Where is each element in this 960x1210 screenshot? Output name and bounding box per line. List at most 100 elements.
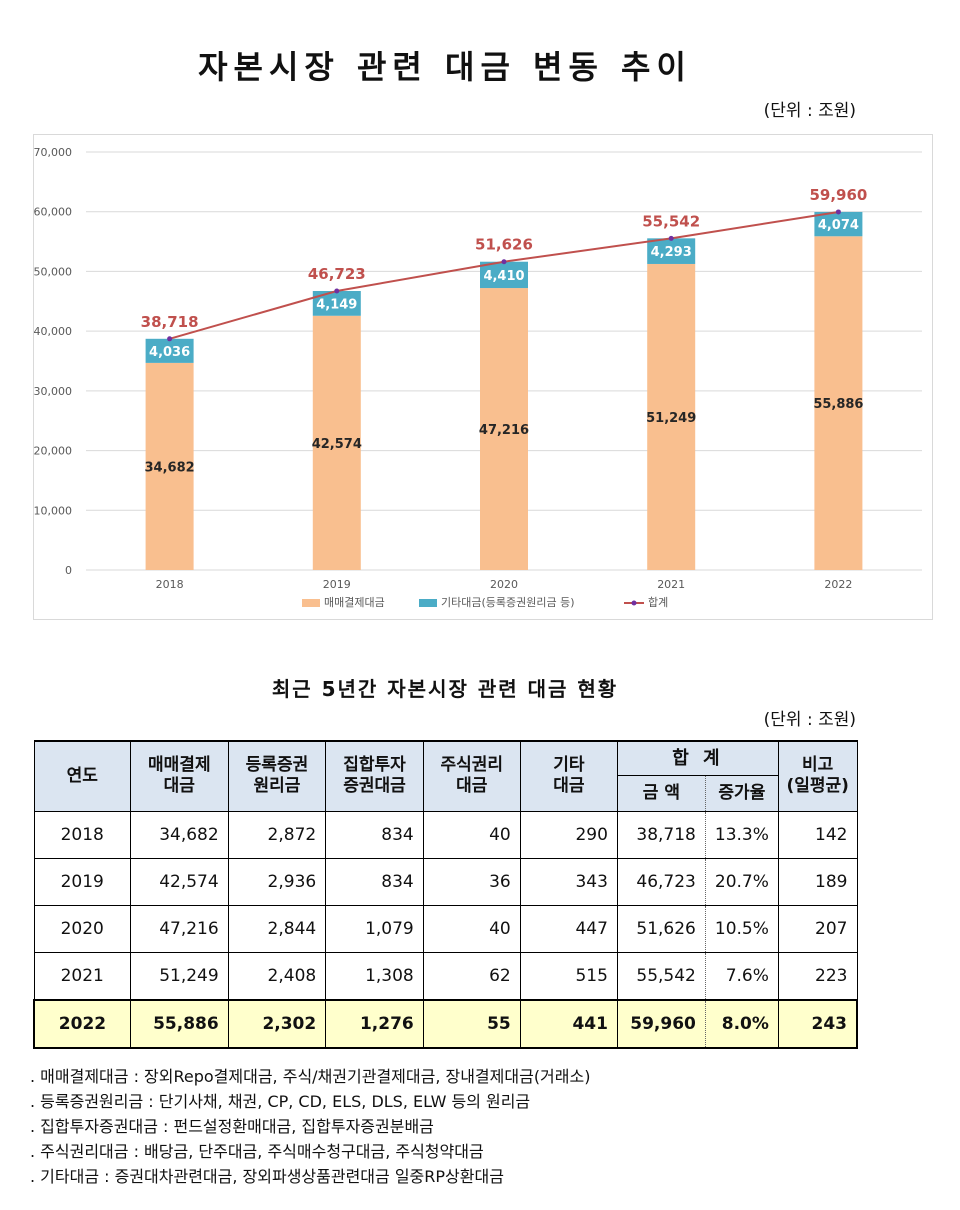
bar-value-label: 4,036 [149,345,190,360]
cell-settlement: 34,682 [129,810,229,859]
cell-registered: 2,936 [227,857,327,906]
cell-collective: 834 [325,857,424,906]
page-title: 자본시장 관련 대금 변동 추이 [198,48,692,86]
bar-other [647,238,696,264]
cell-stockright: 62 [422,951,521,1000]
cell-daily: 223 [777,951,858,1000]
footnote-line: . 등록증권원리금 : 단기사채, 채권, CP, CD, ELS, DLS, … [30,1092,531,1111]
header-total: 합 계 [616,740,779,776]
x-tick-label: 2018 [156,578,184,591]
cell-growth: 10.5% [704,904,779,953]
x-tick-label: 2021 [657,578,685,591]
cell-stockright: 40 [422,904,521,953]
y-tick-label: 60,000 [34,206,72,219]
legend-label: 매매결제대금 [324,596,385,609]
chart-area: 70,000 60,000 50,000 40,000 30,000 20,000 10,0… [33,134,933,620]
bar-other [480,261,528,289]
total-value-label: 46,723 [308,265,366,283]
cell-other: 447 [519,904,618,953]
total-value-label: 55,542 [642,212,700,230]
bar-value-label: 4,293 [651,245,692,260]
bar-value-label: 4,149 [316,297,357,312]
cell-other: 343 [519,857,618,906]
cell-stockright: 55 [422,998,521,1049]
bar-settlement [647,263,696,570]
header-registered-line1: 등록증권 [245,755,309,776]
bar-value-label: 4,410 [483,269,524,284]
cell-stockright: 36 [422,857,521,906]
bar-settlement [145,362,194,570]
total-point [668,235,674,241]
table-row: 2021 51,249 2,408 1,308 62 515 55,542 7.6% 223 [33,951,858,1000]
total-value-label: 59,960 [809,186,867,204]
x-tick-label: 2022 [824,578,852,591]
legend-swatch-settlement [302,599,320,607]
bar-value-label: 55,886 [813,397,863,412]
y-tick-label: 40,000 [34,325,72,338]
y-tick-label: 0 [65,564,72,577]
cell-settlement: 55,886 [129,998,229,1049]
cell-amount: 38,718 [616,810,706,859]
footnote-line: . 매매결제대금 : 장외Repo결제대금, 주식/채권기관결제대금, 장내결제… [30,1067,591,1086]
legend-label: 기타대금(등록증권원리금 등) [441,596,575,609]
y-tick-label: 70,000 [34,146,72,159]
header-note-line1: 비고 [802,755,834,776]
cell-growth: 20.7% [704,857,779,906]
bar-settlement [312,315,361,570]
table-row: 2018 34,682 2,872 834 40 290 38,718 13.3% 142 [33,810,858,859]
cell-daily: 243 [777,998,858,1049]
legend-swatch-other [419,599,437,607]
cell-year: 2018 [33,810,131,859]
header-collective: 집합투자 증권대금 [325,740,424,812]
cell-year: 2021 [33,951,131,1000]
bar-value-label: 34,682 [145,460,195,475]
total-point [501,259,507,265]
header-stockright: 주식권리 대금 [422,740,521,812]
bar-value-label: 51,249 [646,411,696,426]
header-settlement-line1: 매매결제 [148,755,211,776]
cell-collective: 1,308 [325,951,424,1000]
header-settlement-line2: 대금 [163,776,195,797]
bar-other [145,338,194,363]
chart-unit-label: (단위 : 조원) [763,101,856,121]
footnote-line: . 기타대금 : 증권대차관련대금, 장외파생상품관련대금 일중RP상환대금 [30,1167,504,1186]
cell-other: 515 [519,951,618,1000]
cell-growth: 13.3% [704,810,779,859]
bar-value-label: 42,574 [312,437,362,452]
y-tick-label: 30,000 [34,385,72,398]
bar-other [814,211,863,237]
cell-year: 2022 [32,998,131,1049]
bar-settlement [814,236,863,570]
cell-settlement: 42,574 [129,857,229,906]
table-title: 최근 5년간 자본시장 관련 대금 현황 [271,677,619,701]
y-tick-label: 50,000 [34,265,72,278]
cell-amount: 59,960 [616,998,706,1049]
header-registered: 등록증권 원리금 [227,740,327,812]
payment-table: 연도 매매결제 대금 등록증권 원리금 집합투자 증권대금 주식권리 대금 기타 대금 합… [32,740,858,1049]
cell-amount: 51,626 [616,904,706,953]
cell-collective: 834 [325,810,424,859]
table-row: 2020 47,216 2,844 1,079 40 447 51,626 10.5% 207 [33,904,858,953]
cell-collective: 1,276 [325,998,424,1049]
cell-amount: 46,723 [616,857,706,906]
bar-value-label: 47,216 [479,423,529,438]
header-registered-line2: 원리금 [253,776,301,797]
legend-label: 합계 [648,596,668,609]
header-stockright-line2: 대금 [456,776,488,797]
cell-registered: 2,844 [227,904,327,953]
header-growth: 증가율 [704,774,779,812]
cell-year: 2019 [33,857,131,906]
footnotes: . 매매결제대금 : 장외Repo결제대금, 주식/채권기관결제대금, 장내결제… [30,1064,590,1189]
footnote-line: . 주식권리대금 : 배당금, 단주대금, 주식매수청구대금, 주식청약대금 [30,1142,484,1161]
footnote-line: . 집합투자증권대금 : 펀드설정환매대금, 집합투자증권분배금 [30,1117,434,1136]
cell-daily: 189 [777,857,858,906]
cell-registered: 2,408 [227,951,327,1000]
header-note: 비고 (일평균) [777,740,858,812]
header-year: 연도 [33,740,131,812]
cell-other: 441 [519,998,618,1049]
table-unit-label: (단위 : 조원) [763,710,856,730]
bar-value-label: 4,074 [818,218,859,233]
header-stockright-line1: 주식권리 [440,755,504,776]
legend-swatch-total-marker [631,600,637,606]
x-tick-label: 2019 [323,578,351,591]
